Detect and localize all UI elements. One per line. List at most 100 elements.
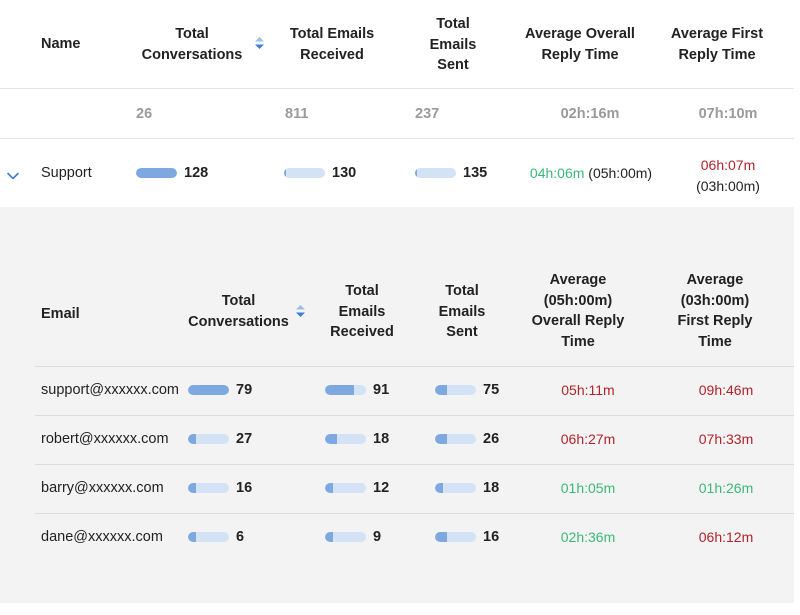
column-header-average-overall-reply-time[interactable]: Average (05h:00m) Overall Reply Time (518, 270, 638, 352)
header-line: Emails (438, 303, 486, 320)
progress-fill (188, 385, 229, 395)
header-line: Sent (437, 57, 469, 73)
progress-fill (435, 532, 448, 542)
header-line: Average First (670, 26, 764, 42)
header-line: Conversations (188, 313, 289, 330)
progress-bar (188, 532, 229, 542)
detail-header-divider (35, 366, 794, 367)
progress-fill (325, 434, 338, 444)
overall-reply-time-cell: 05h:11m (561, 382, 615, 398)
email-cell: robert@xxxxxx.com (41, 431, 169, 447)
detail-panel (0, 207, 794, 603)
progress-bar (325, 385, 366, 395)
progress-fill (435, 483, 444, 493)
group-total-emails-received: 130 (332, 165, 357, 181)
progress-fill (188, 483, 197, 493)
totals-total-conversations: 26 (136, 106, 153, 122)
sort-arrows-icon[interactable] (296, 305, 305, 317)
progress-fill (136, 168, 177, 178)
progress-bar (435, 434, 476, 444)
header-line: Sent (446, 324, 478, 340)
header-line: Total Emails (289, 26, 375, 42)
column-header-average-overall-reply-time[interactable]: Average Overall Reply Time (516, 24, 644, 65)
group-total-conversations: 128 (184, 165, 209, 181)
header-line: Total (436, 16, 470, 32)
column-header-total-emails-sent[interactable]: Total Emails Sent (418, 14, 488, 76)
reply-time-value: 06h:07m (700, 157, 756, 173)
header-line: Average Overall (525, 26, 635, 42)
row-divider (35, 415, 794, 416)
header-line: Emails (429, 36, 477, 53)
progress-bar (188, 434, 229, 444)
overall-reply-time-cell: 06h:27m (560, 431, 616, 447)
progress-bar (325, 532, 366, 542)
header-line: Time (698, 333, 732, 350)
header-line: First Reply (677, 313, 753, 329)
header-line: Average (686, 272, 744, 288)
overall-reply-time-cell: 01h:05m (560, 480, 616, 496)
column-header-average-first-reply-time[interactable]: Average First Reply Time (664, 24, 770, 65)
conversations-cell: 6 (236, 529, 245, 545)
progress-bar (284, 168, 325, 178)
totals-total-emails-received: 811 (285, 106, 309, 122)
progress-fill (284, 168, 287, 178)
group-total-emails-sent: 135 (463, 165, 488, 181)
progress-bar (325, 434, 366, 444)
progress-bar (435, 483, 476, 493)
progress-bar (435, 532, 476, 542)
header-line: Total (445, 283, 479, 299)
progress-bar (136, 168, 177, 178)
first-reply-time-cell: 07h:33m (698, 431, 754, 447)
header-line: Time (561, 333, 595, 350)
reply-time-target: (05h:00m) (588, 165, 653, 181)
column-header-total-emails-received[interactable]: Total Emails Received (326, 281, 398, 343)
column-header-name[interactable]: Name (41, 36, 81, 52)
progress-fill (325, 532, 334, 542)
emails-received-cell: 9 (373, 529, 382, 545)
conversations-cell: 16 (236, 480, 253, 496)
emails-received-cell: 18 (373, 431, 390, 447)
group-average-first-reply-time: 06h:07m (03h:00m) (668, 155, 788, 196)
overall-reply-time-cell: 02h:36m (560, 529, 616, 545)
header-line: Average (549, 272, 607, 288)
emails-received-cell: 12 (373, 480, 390, 496)
column-header-average-first-reply-time[interactable]: Average (03h:00m) First Reply Time (660, 270, 770, 352)
progress-bar (188, 385, 229, 395)
header-line: Received (330, 324, 394, 340)
column-header-total-emails-received[interactable]: Total Emails Received (282, 24, 382, 65)
header-line: Total (345, 283, 379, 299)
totals-average-overall-reply-time: 02h:16m (560, 106, 620, 122)
conversations-cell: 79 (236, 382, 253, 398)
progress-bar (435, 385, 476, 395)
column-header-total-emails-sent[interactable]: Total Emails Sent (428, 281, 496, 343)
progress-fill (435, 434, 448, 444)
reply-time-target: (03h:00m) (696, 177, 760, 194)
header-line: Emails (338, 303, 386, 320)
conversations-cell: 27 (236, 431, 253, 447)
column-header-total-conversations[interactable]: Total Conversations (181, 291, 296, 332)
header-line: Overall Reply (531, 313, 625, 329)
column-header-total-conversations[interactable]: Total Conversations (130, 24, 254, 65)
group-name: Support (41, 165, 92, 181)
emails-sent-cell: 16 (483, 529, 500, 545)
emails-sent-cell: 75 (483, 382, 500, 398)
progress-fill (325, 385, 354, 395)
progress-fill (415, 168, 418, 178)
email-cell: support@xxxxxx.com (41, 382, 180, 398)
group-average-overall-reply-time: 04h:06m (05h:00m) (516, 165, 666, 181)
header-line: Reply Time (678, 46, 756, 63)
header-line: Total (221, 293, 256, 309)
header-divider (0, 88, 794, 89)
sort-arrows-icon[interactable] (255, 37, 264, 49)
emails-sent-cell: 26 (483, 431, 500, 447)
email-cell: dane@xxxxxx.com (41, 529, 163, 545)
row-divider (35, 464, 794, 465)
header-line: Reply Time (541, 46, 619, 63)
progress-bar (325, 483, 366, 493)
chevron-down-icon[interactable] (7, 167, 19, 185)
progress-fill (188, 434, 197, 444)
header-line: Received (300, 46, 364, 63)
column-header-email[interactable]: Email (41, 306, 80, 322)
totals-average-first-reply-time: 07h:10m (698, 106, 758, 122)
progress-bar (415, 168, 456, 178)
